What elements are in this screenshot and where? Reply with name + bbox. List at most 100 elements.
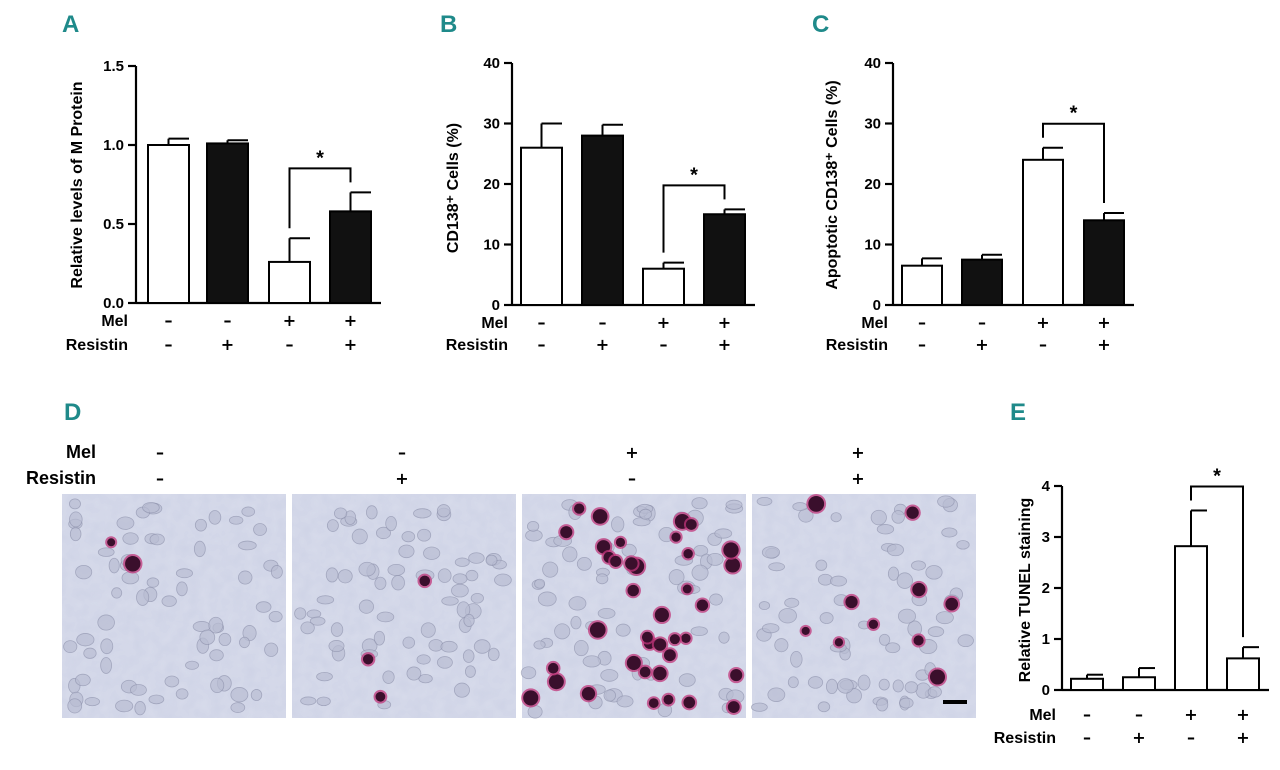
condition-sign: – — [628, 469, 636, 488]
condition-label-resistin: Resistin — [446, 337, 508, 354]
y-axis-label: CD138⁺ Cells (%) — [445, 123, 462, 253]
bar-4 — [703, 213, 746, 306]
condition-sign: – — [1135, 705, 1143, 724]
y-tick-label: 1.0 — [103, 137, 124, 154]
y-tick-label: 40 — [483, 55, 500, 72]
panel-letter: E — [1010, 399, 1026, 426]
condition-sign: – — [660, 335, 668, 354]
condition-sign: + — [625, 443, 638, 462]
condition-sign: – — [286, 335, 294, 354]
condition-sign: + — [975, 335, 988, 354]
condition-label-mel: Mel — [861, 315, 888, 332]
condition-sign: + — [1236, 728, 1249, 747]
micrograph-mel — [520, 494, 746, 719]
condition-label-mel: Mel — [101, 313, 128, 330]
y-tick-label: 3 — [1042, 529, 1050, 546]
significance-star: * — [1213, 465, 1221, 487]
significance-star: * — [1070, 103, 1078, 125]
condition-sign: – — [978, 313, 986, 332]
bar-3 — [268, 260, 311, 305]
condition-sign: + — [1236, 705, 1249, 724]
condition-label-resistin: Resistin — [826, 337, 888, 354]
bar-2 — [1122, 676, 1156, 691]
y-tick-label: 20 — [483, 176, 500, 193]
panel-letter: A — [62, 11, 79, 38]
condition-sign: – — [398, 443, 406, 462]
y-tick-label: 0.5 — [103, 216, 124, 233]
micrograph-resistin — [292, 494, 516, 718]
condition-sign: + — [657, 313, 670, 332]
condition-sign: – — [538, 335, 546, 354]
y-axis-label: Relative TUNEL staining — [1017, 498, 1034, 683]
condition-label-mel: Mel — [66, 442, 96, 462]
condition-sign: – — [1039, 335, 1047, 354]
condition-label-resistin: Resistin — [66, 337, 128, 354]
y-axis-label: Apoptotic CD138⁺ Cells (%) — [824, 80, 841, 289]
condition-sign: – — [599, 313, 607, 332]
condition-sign: – — [1083, 705, 1091, 724]
bar-2 — [961, 258, 1003, 306]
bar-1 — [901, 264, 943, 306]
condition-sign: + — [851, 469, 864, 488]
bar-1 — [1070, 677, 1104, 692]
condition-label-mel: Mel — [1029, 707, 1056, 724]
condition-sign: + — [1097, 313, 1110, 332]
bar-4 — [1083, 219, 1125, 306]
condition-sign: – — [1187, 728, 1195, 747]
condition-sign: – — [224, 311, 232, 330]
condition-sign: + — [221, 335, 234, 354]
condition-sign: + — [851, 443, 864, 462]
condition-label-resistin: Resistin — [26, 468, 96, 488]
y-tick-label: 1.5 — [103, 58, 124, 75]
panel-letter: C — [812, 11, 829, 38]
bar-3 — [1174, 545, 1208, 691]
condition-sign: + — [1036, 313, 1049, 332]
y-tick-label: 10 — [864, 237, 881, 254]
scale-bar — [943, 700, 967, 704]
micrograph-control — [62, 494, 286, 718]
y-tick-label: 20 — [864, 176, 881, 193]
y-tick-label: 40 — [864, 55, 881, 72]
condition-sign: + — [344, 311, 357, 330]
condition-sign: – — [156, 443, 164, 462]
bar-1 — [520, 146, 563, 306]
y-tick-label: 30 — [864, 116, 881, 133]
y-tick-label: 2 — [1042, 580, 1050, 597]
significance-star: * — [316, 147, 324, 169]
condition-sign: – — [165, 311, 173, 330]
condition-sign: – — [156, 469, 164, 488]
condition-label-resistin: Resistin — [994, 730, 1056, 747]
bar-4 — [1226, 657, 1260, 692]
chart-panel-c: C 0 10 20 30 40 Apoptotic CD138⁺ Cells (%) * Mel… — [812, 11, 1134, 354]
condition-label-mel: Mel — [481, 315, 508, 332]
condition-sign: – — [918, 335, 926, 354]
condition-sign: + — [718, 335, 731, 354]
bar-1 — [147, 144, 190, 304]
bar-3 — [1022, 158, 1064, 306]
condition-sign: – — [1083, 728, 1091, 747]
bar-2 — [581, 134, 624, 306]
significance-bracket — [1042, 122, 1105, 204]
significance-bracket — [288, 167, 352, 229]
bar-3 — [642, 267, 685, 307]
condition-sign: – — [538, 313, 546, 332]
bar-4 — [329, 210, 372, 304]
chart-panel-e: E 0 1 2 3 4 Relative TUNEL staining * Mel – – + + Res… — [994, 399, 1269, 747]
condition-sign: + — [1132, 728, 1145, 747]
chart-panel-b: B 0 10 20 30 40 CD138⁺ Cells (%) * Mel – – + + Resist… — [440, 11, 755, 354]
condition-sign: + — [1097, 335, 1110, 354]
panel-letter: D — [64, 399, 81, 426]
y-tick-label: 0 — [873, 297, 881, 314]
condition-sign: + — [395, 469, 408, 488]
bar-2 — [206, 142, 249, 304]
significance-bracket — [1190, 485, 1244, 638]
y-tick-label: 0.0 — [103, 295, 124, 312]
condition-sign: + — [1184, 705, 1197, 724]
y-tick-label: 1 — [1042, 631, 1050, 648]
micrograph-mel-resistin — [751, 493, 976, 718]
condition-sign: + — [718, 313, 731, 332]
condition-sign: + — [344, 335, 357, 354]
condition-sign: – — [165, 335, 173, 354]
condition-sign: – — [918, 313, 926, 332]
